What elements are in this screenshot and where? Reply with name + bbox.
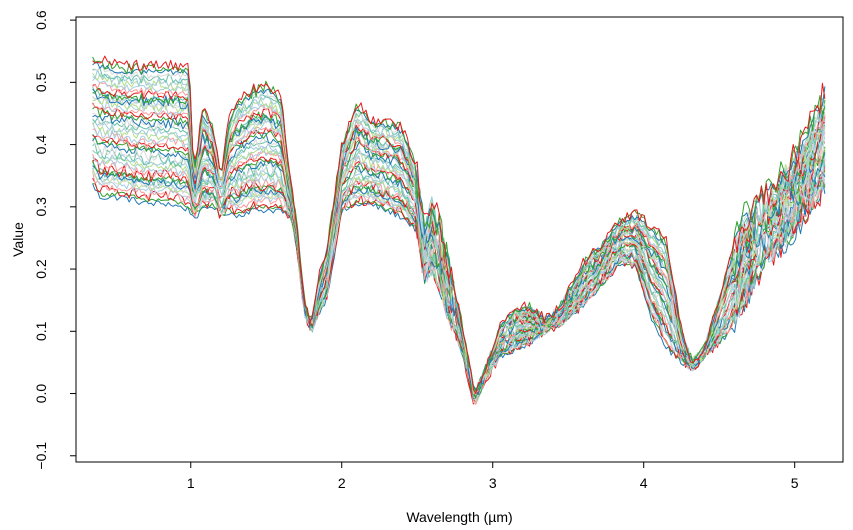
x-tick-label: 5 bbox=[791, 475, 799, 491]
spectrum-line bbox=[92, 177, 826, 405]
spectrum-line bbox=[92, 88, 826, 397]
spectrum-line bbox=[92, 96, 826, 396]
spectrum-line bbox=[92, 128, 826, 398]
y-tick-label: 0.0 bbox=[33, 384, 49, 404]
x-tick-label: 4 bbox=[640, 475, 648, 491]
y-tick-label: 0.4 bbox=[33, 135, 49, 155]
spectrum-line bbox=[92, 179, 826, 404]
spectrum-line bbox=[92, 167, 826, 405]
y-tick-label: 0.1 bbox=[33, 321, 49, 341]
plot-frame bbox=[75, 16, 844, 463]
spectrum-line bbox=[92, 169, 826, 405]
spectrum-line bbox=[92, 153, 826, 398]
spectrum-line bbox=[92, 95, 826, 394]
y-tick-label: 0.3 bbox=[33, 197, 49, 217]
x-tick-label: 1 bbox=[187, 475, 195, 491]
spectrum-line bbox=[92, 102, 826, 398]
y-tick-label: 0.2 bbox=[33, 259, 49, 279]
y-axis-title: Value bbox=[10, 222, 26, 257]
spectrum-line bbox=[92, 137, 826, 397]
spectrum-line bbox=[92, 113, 826, 395]
spectrum-line bbox=[92, 55, 826, 395]
series-layer bbox=[92, 55, 826, 405]
spectrum-line bbox=[92, 136, 826, 400]
spectrum-line bbox=[92, 143, 826, 394]
x-axis-title: Wavelength (µm) bbox=[406, 509, 512, 525]
x-tick-label: 2 bbox=[338, 475, 346, 491]
x-axis: 1 2 3 4 5 bbox=[187, 462, 799, 491]
y-tick-label: 0.6 bbox=[33, 10, 49, 30]
spectrum-line bbox=[92, 171, 826, 401]
x-tick-label: 3 bbox=[489, 475, 497, 491]
y-tick-label: −0.1 bbox=[33, 442, 49, 470]
y-axis: −0.1 0.0 0.1 0.2 0.3 0.4 0.5 0.6 bbox=[33, 10, 76, 470]
spectrum-line bbox=[92, 182, 826, 405]
spectrum-line bbox=[92, 96, 826, 396]
y-tick-label: 0.5 bbox=[33, 72, 49, 92]
